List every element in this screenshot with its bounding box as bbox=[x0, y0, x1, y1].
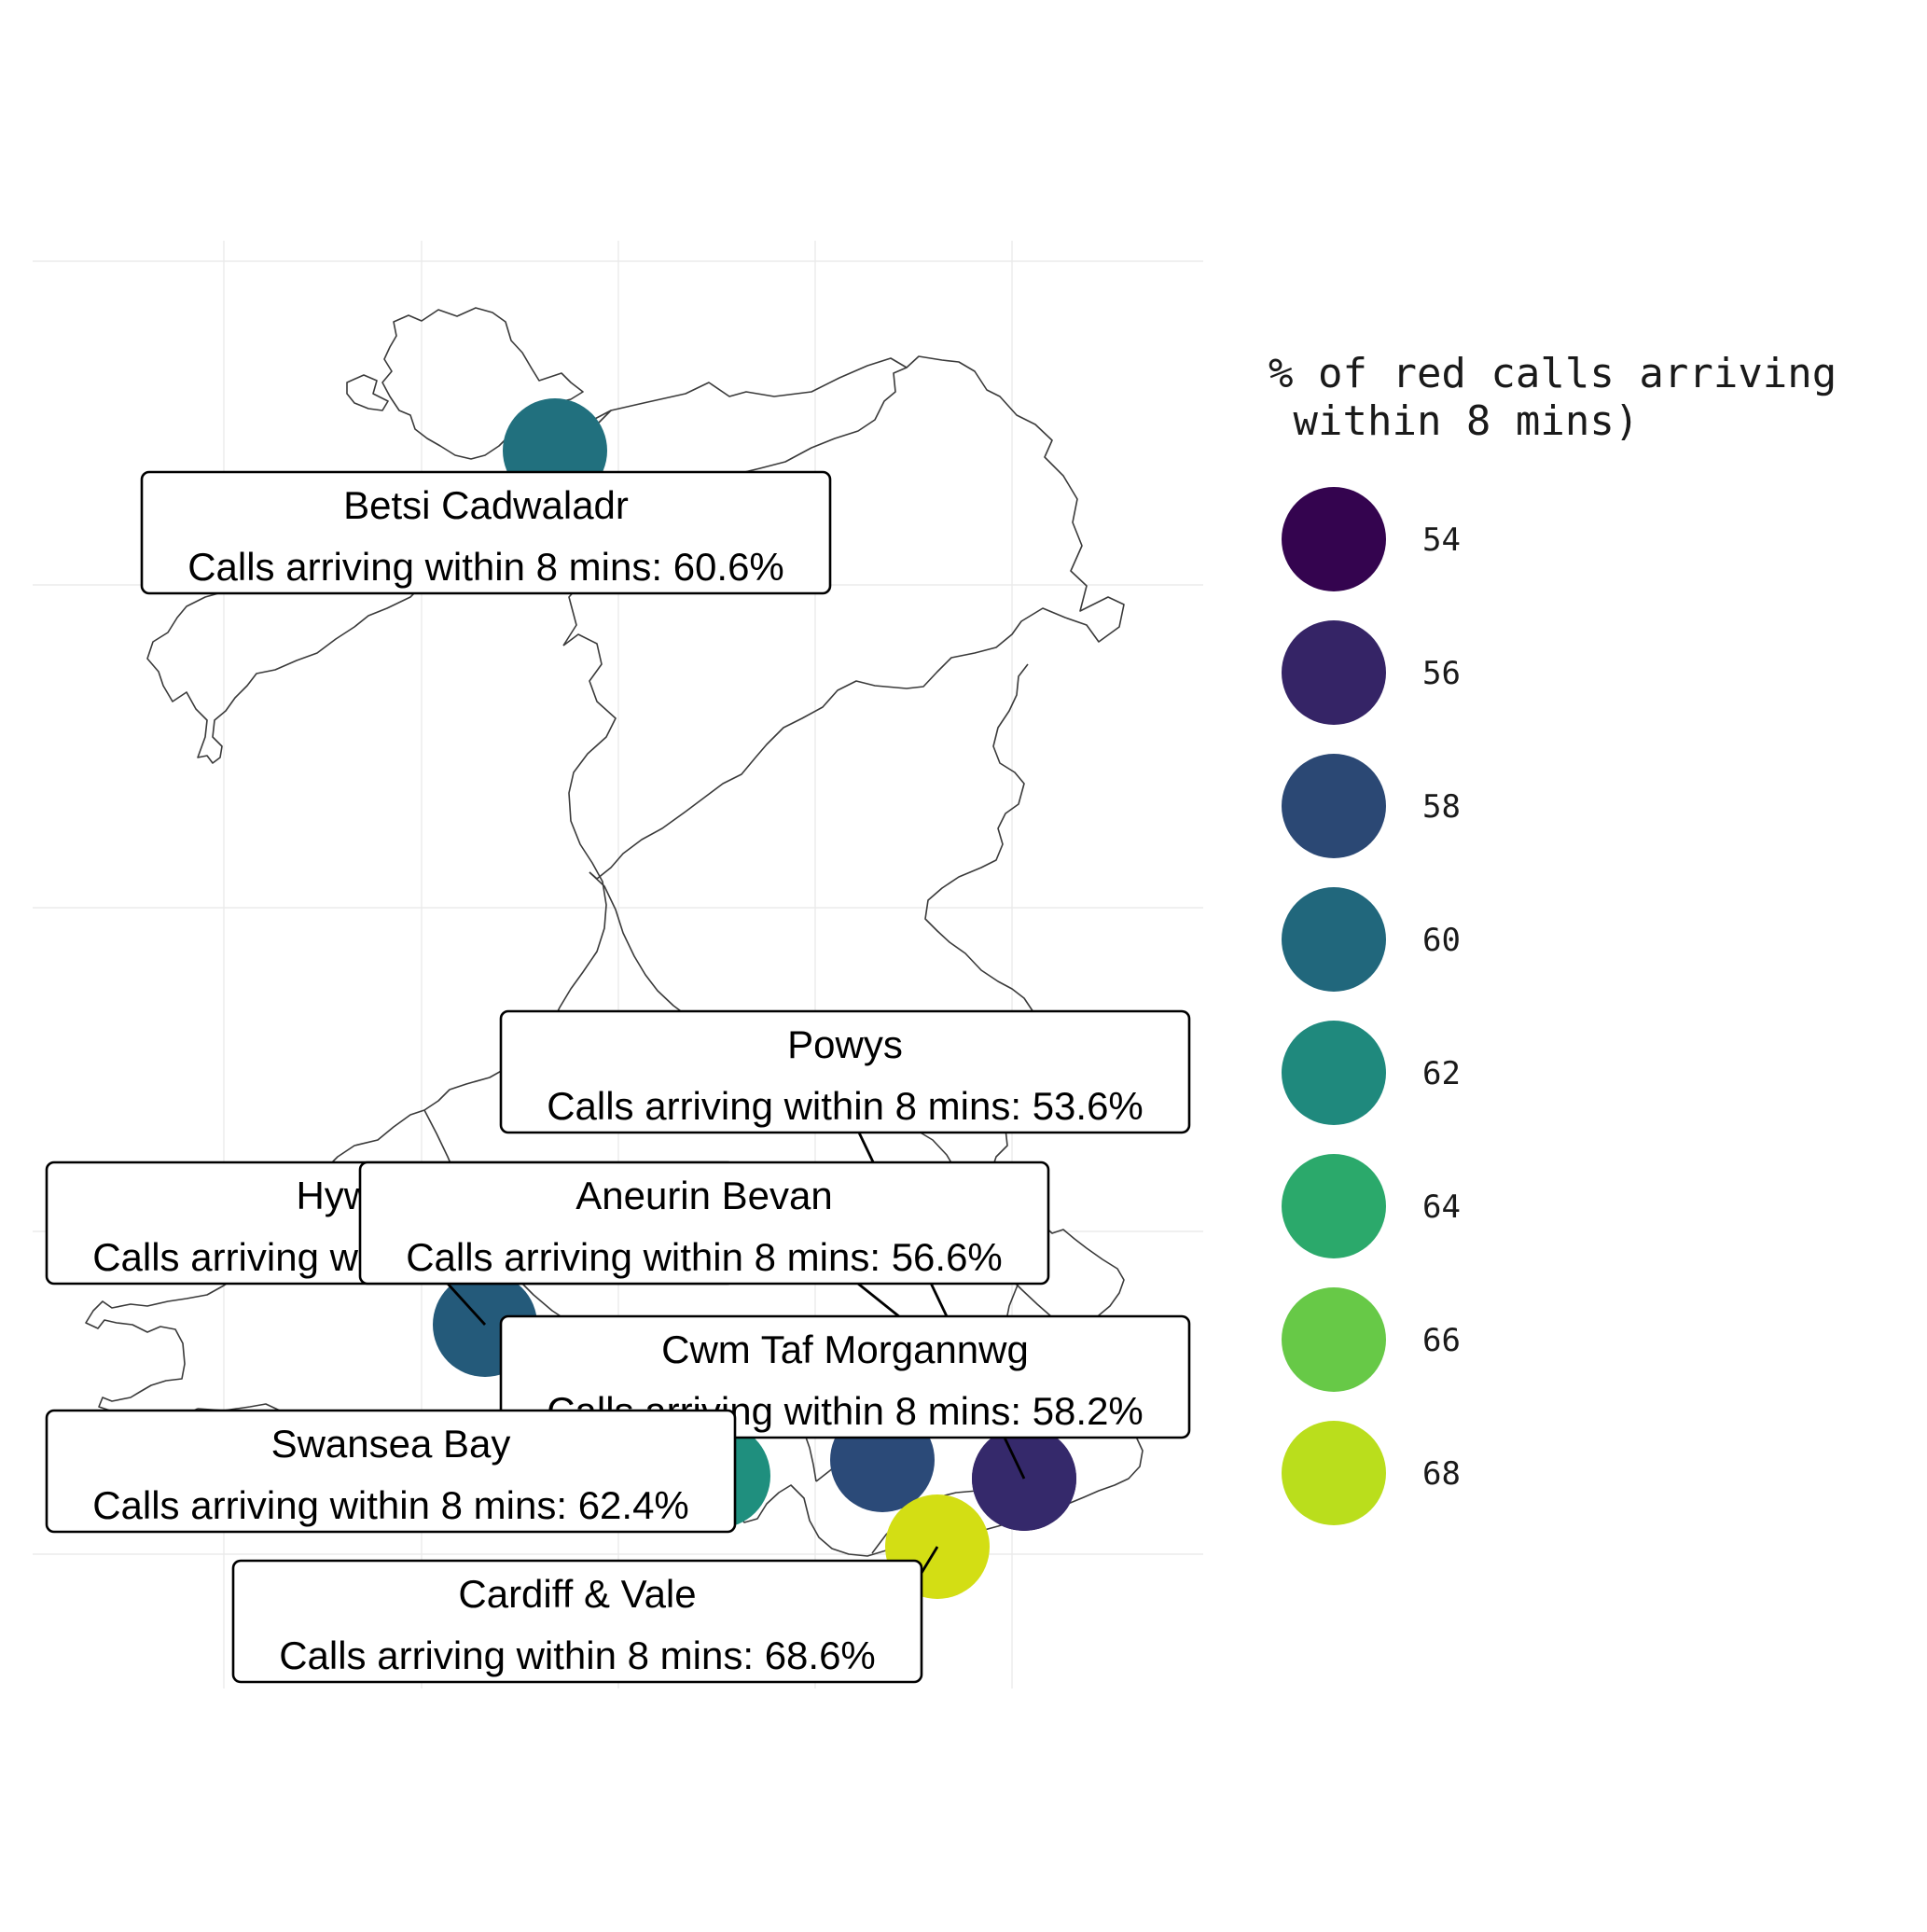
legend-swatch bbox=[1282, 620, 1386, 725]
legend-title-line1: % of red calls arriving bbox=[1268, 350, 1837, 397]
legend-swatch bbox=[1282, 754, 1386, 858]
label-leader-line bbox=[446, 1283, 487, 1326]
legend-swatch bbox=[1282, 1021, 1386, 1125]
label-leader-line bbox=[920, 1546, 939, 1574]
board-name: Cwm Taf Morgannwg bbox=[661, 1327, 1029, 1371]
legend-label: 60 bbox=[1422, 922, 1461, 959]
board-label: Betsi Cadwaladr Calls arriving within 8 m… bbox=[140, 470, 832, 595]
board-label-box bbox=[499, 1009, 1191, 1134]
board-name: Betsi Cadwaladr bbox=[343, 483, 629, 527]
board-name: Powys bbox=[787, 1022, 903, 1066]
board-label: Cardiff & Vale Calls arriving within 8 mi… bbox=[231, 1559, 923, 1684]
legend-label: 54 bbox=[1422, 521, 1461, 559]
legend-keys: 54 56 58 60 62 64 66 68 bbox=[1282, 487, 1461, 1525]
board-label-box bbox=[358, 1161, 1050, 1286]
legend-label: 56 bbox=[1422, 655, 1461, 692]
board-value: Calls arriving within 8 mins: 62.4% bbox=[92, 1483, 689, 1527]
board-label: Swansea Bay Calls arriving within 8 mins:… bbox=[45, 1409, 737, 1534]
board-value: Calls arriving within 8 mins: 68.6% bbox=[279, 1633, 876, 1677]
legend-label: 64 bbox=[1422, 1188, 1461, 1226]
legend-swatch bbox=[1282, 1154, 1386, 1258]
board-label-box bbox=[499, 1314, 1191, 1439]
north-coast bbox=[589, 355, 1125, 880]
board-value: Calls arriving within 8 mins: 56.6% bbox=[406, 1235, 1003, 1279]
board-label-box bbox=[140, 470, 832, 595]
cardigan-bay-coast bbox=[288, 633, 617, 1184]
legend-title-line2: within 8 mins) bbox=[1268, 397, 1639, 445]
legend: % of red calls arriving within 8 mins) 5… bbox=[1268, 350, 1837, 1525]
legend-label: 62 bbox=[1422, 1055, 1461, 1092]
board-value: Calls arriving within 8 mins: 53.6% bbox=[547, 1084, 1144, 1128]
board-name: Swansea Bay bbox=[271, 1422, 511, 1466]
board-label: Powys Calls arriving within 8 mins: 53.6% bbox=[499, 1009, 1191, 1134]
board-name: Aneurin Bevan bbox=[575, 1174, 833, 1217]
legend-swatch bbox=[1282, 887, 1386, 992]
label-leader-line bbox=[857, 1282, 901, 1319]
holy-island-coast bbox=[346, 374, 389, 411]
board-label: Aneurin Bevan Calls arriving within 8 min… bbox=[358, 1161, 1050, 1286]
pembrokeshire-coast bbox=[85, 1182, 290, 1421]
board-label-box bbox=[231, 1559, 923, 1684]
board-value: Calls arriving within 8 mins: 60.6% bbox=[187, 545, 784, 589]
board-label-box bbox=[45, 1409, 737, 1534]
legend-swatch bbox=[1282, 1287, 1386, 1392]
legend-swatch bbox=[1282, 1421, 1386, 1525]
legend-label: 58 bbox=[1422, 788, 1461, 826]
legend-swatch bbox=[1282, 487, 1386, 591]
legend-label: 68 bbox=[1422, 1455, 1461, 1493]
legend-label: 66 bbox=[1422, 1322, 1461, 1359]
board-name: Cardiff & Vale bbox=[458, 1572, 696, 1616]
health-boards: Betsi Cadwaladr Calls arriving within 8 m… bbox=[45, 398, 1191, 1684]
